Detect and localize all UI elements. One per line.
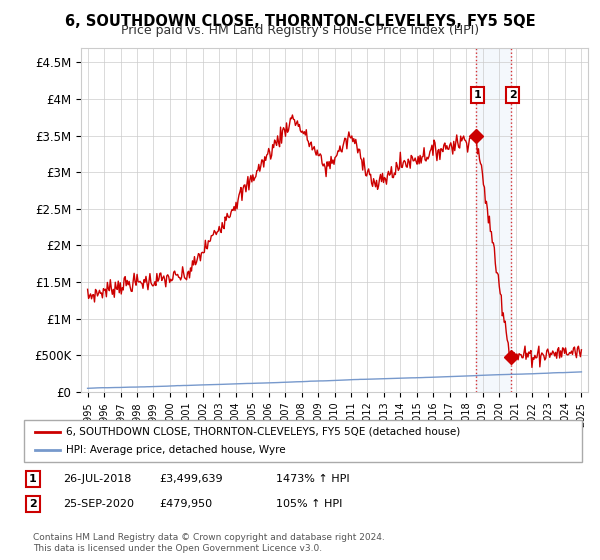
Text: £3,499,639: £3,499,639 (159, 474, 223, 484)
Text: 2: 2 (509, 90, 517, 100)
Text: 2: 2 (29, 499, 37, 509)
Text: Price paid vs. HM Land Registry's House Price Index (HPI): Price paid vs. HM Land Registry's House … (121, 24, 479, 37)
Text: 25-SEP-2020: 25-SEP-2020 (63, 499, 134, 509)
Text: 6, SOUTHDOWN CLOSE, THORNTON-CLEVELEYS, FY5 5QE (detached house): 6, SOUTHDOWN CLOSE, THORNTON-CLEVELEYS, … (66, 427, 460, 437)
Text: £479,950: £479,950 (159, 499, 212, 509)
Text: Contains HM Land Registry data © Crown copyright and database right 2024.
This d: Contains HM Land Registry data © Crown c… (33, 533, 385, 553)
Text: 105% ↑ HPI: 105% ↑ HPI (276, 499, 343, 509)
Text: 1: 1 (29, 474, 37, 484)
Text: 1473% ↑ HPI: 1473% ↑ HPI (276, 474, 350, 484)
Text: HPI: Average price, detached house, Wyre: HPI: Average price, detached house, Wyre (66, 445, 286, 455)
Text: 6, SOUTHDOWN CLOSE, THORNTON-CLEVELEYS, FY5 5QE: 6, SOUTHDOWN CLOSE, THORNTON-CLEVELEYS, … (65, 14, 535, 29)
Bar (476, 48, 511, 392)
Text: 1: 1 (473, 90, 481, 100)
Text: 26-JUL-2018: 26-JUL-2018 (63, 474, 131, 484)
FancyBboxPatch shape (24, 420, 582, 462)
